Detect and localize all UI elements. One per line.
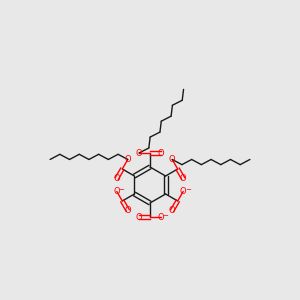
Text: O: O [158, 212, 164, 221]
Text: −: − [185, 188, 191, 194]
Text: O: O [158, 148, 164, 158]
Text: O: O [169, 155, 175, 164]
Text: −: − [163, 213, 168, 219]
Text: O: O [113, 187, 120, 196]
Text: O: O [169, 206, 175, 215]
Text: −: − [118, 188, 124, 194]
Text: O: O [136, 212, 142, 221]
Text: O: O [124, 206, 131, 215]
Text: O: O [180, 174, 187, 183]
Text: O: O [136, 148, 142, 158]
Text: O: O [113, 174, 120, 183]
Text: O: O [180, 187, 187, 196]
Text: O: O [124, 155, 131, 164]
